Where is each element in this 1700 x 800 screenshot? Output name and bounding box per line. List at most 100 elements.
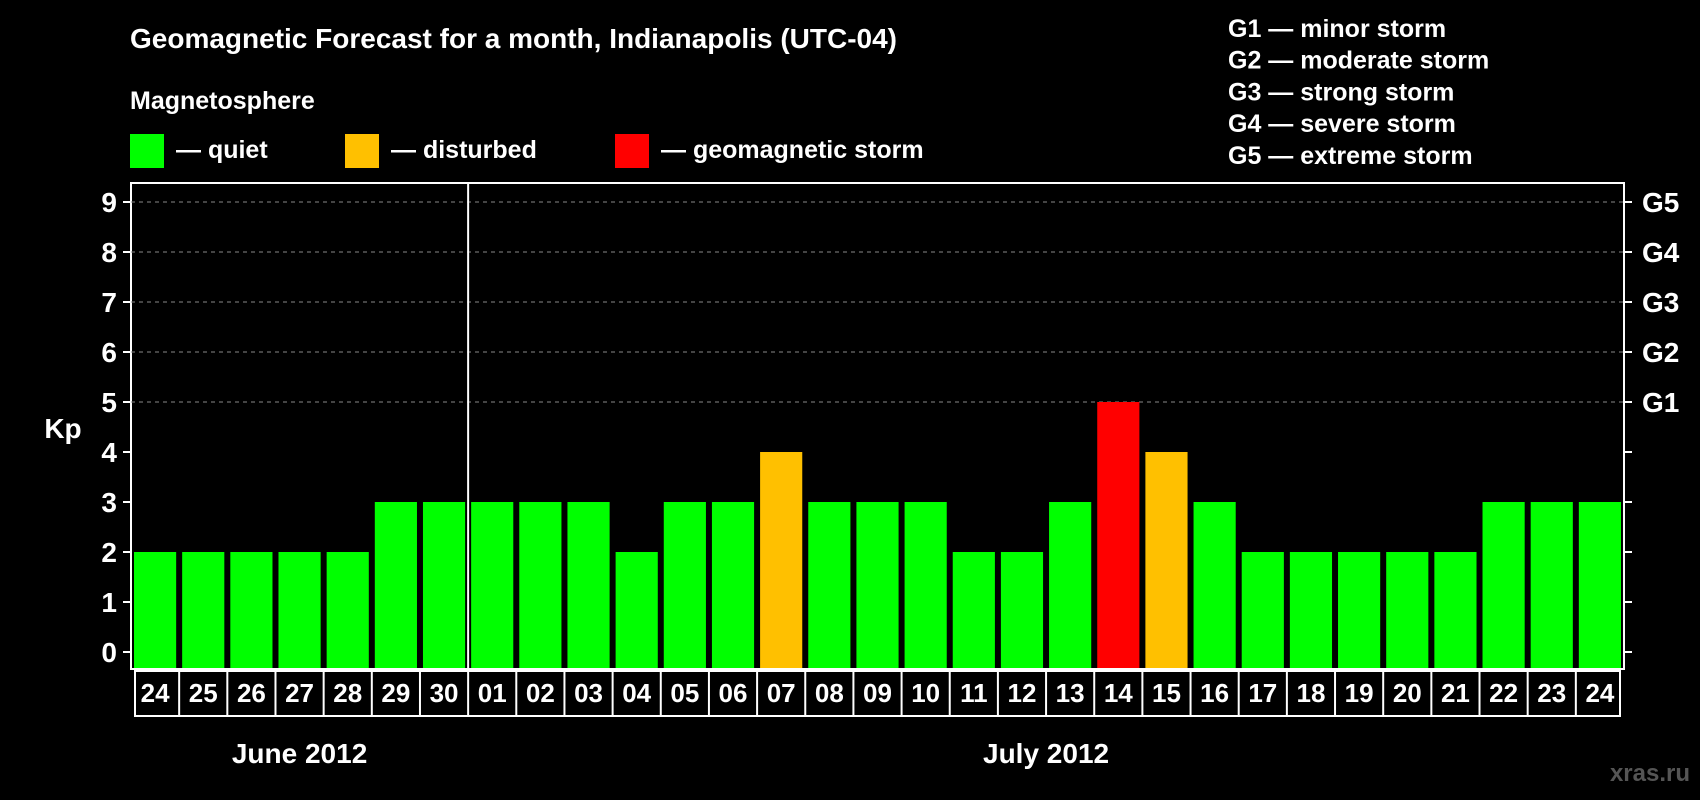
y-axis-label: Kp [44, 413, 81, 444]
bar-18 [1000, 552, 1044, 668]
date-label-28: 22 [1489, 678, 1518, 708]
bar-21 [1145, 452, 1188, 668]
bar-25 [1338, 552, 1381, 668]
date-label-9: 03 [574, 678, 603, 708]
date-label-6: 30 [430, 678, 459, 708]
bar-22 [1193, 502, 1236, 668]
date-label-1: 25 [189, 678, 218, 708]
bar-28 [1482, 502, 1525, 668]
date-label-17: 11 [960, 678, 988, 708]
storm-scale-item-4: G5 — extreme storm [1228, 142, 1473, 170]
date-label-14: 08 [815, 678, 844, 708]
y-tick-label-0: 0 [101, 637, 117, 668]
bar-27 [1434, 552, 1477, 668]
bar-9 [567, 502, 610, 668]
bar-14 [808, 502, 851, 668]
bar-20 [1097, 402, 1140, 668]
date-label-30: 24 [1585, 678, 1614, 708]
storm-scale-item-0: G1 — minor storm [1228, 15, 1446, 43]
bar-13 [760, 452, 803, 668]
y-tick-label-9: 9 [101, 187, 117, 218]
y-tick-label-8: 8 [101, 237, 117, 268]
right-tick-label-G5: G5 [1642, 187, 1679, 218]
legend-swatch-0 [130, 134, 164, 168]
bar-26 [1386, 552, 1429, 668]
bar-19 [1049, 502, 1092, 668]
storm-scale-item-1: G2 — moderate storm [1228, 47, 1489, 75]
date-label-3: 27 [285, 678, 314, 708]
date-label-23: 17 [1248, 678, 1277, 708]
y-tick-label-7: 7 [101, 287, 117, 318]
date-label-15: 09 [863, 678, 892, 708]
date-label-18: 12 [1008, 678, 1037, 708]
date-label-25: 19 [1345, 678, 1374, 708]
legend-label-0: — quiet [176, 136, 268, 164]
bar-16 [904, 502, 947, 668]
bar-0 [134, 552, 177, 668]
date-label-20: 14 [1104, 678, 1133, 708]
bar-4 [326, 552, 369, 668]
bar-5 [374, 502, 417, 668]
chart-title: Geomagnetic Forecast for a month, Indian… [130, 23, 897, 54]
storm-scale-item-2: G3 — strong storm [1228, 78, 1454, 106]
y-tick-label-3: 3 [101, 487, 117, 518]
legend-swatch-2 [615, 134, 649, 168]
date-label-4: 28 [333, 678, 362, 708]
legend-label-2: — geomagnetic storm [661, 136, 924, 164]
bar-11 [663, 502, 706, 668]
bar-15 [856, 502, 899, 668]
date-label-29: 23 [1537, 678, 1566, 708]
date-label-5: 29 [381, 678, 410, 708]
date-label-16: 10 [911, 678, 940, 708]
watermark: xras.ru [1610, 760, 1690, 787]
date-label-11: 05 [670, 678, 699, 708]
right-tick-label-G4: G4 [1642, 237, 1680, 268]
legend-swatch-1 [345, 134, 379, 168]
date-label-7: 01 [478, 678, 507, 708]
month-label-1: July 2012 [983, 738, 1109, 769]
date-label-13: 07 [767, 678, 796, 708]
y-tick-label-1: 1 [101, 587, 117, 618]
chart-subtitle: Magnetosphere [130, 87, 315, 115]
bar-29 [1530, 502, 1573, 668]
legend: — quiet — disturbed — geomagnetic storm [130, 134, 924, 168]
storm-scale-item-3: G4 — severe storm [1228, 110, 1456, 138]
bar-24 [1289, 552, 1333, 668]
bar-2 [230, 552, 273, 668]
bar-17 [952, 552, 995, 668]
date-label-2: 26 [237, 678, 266, 708]
bar-30 [1578, 502, 1621, 668]
right-tick-label-G3: G3 [1642, 287, 1679, 318]
date-label-12: 06 [719, 678, 748, 708]
date-label-8: 02 [526, 678, 555, 708]
date-label-22: 16 [1200, 678, 1229, 708]
date-label-10: 04 [622, 678, 651, 708]
date-label-0: 24 [141, 678, 170, 708]
bar-10 [615, 552, 658, 668]
bar-6 [422, 502, 466, 668]
bar-12 [711, 502, 755, 668]
y-tick-label-2: 2 [101, 537, 117, 568]
plot-frame [130, 182, 1625, 670]
y-tick-label-4: 4 [101, 437, 117, 468]
right-tick-label-G1: G1 [1642, 387, 1679, 418]
y-tick-label-5: 5 [101, 387, 117, 418]
date-label-26: 20 [1393, 678, 1422, 708]
bar-23 [1241, 552, 1284, 668]
date-label-19: 13 [1056, 678, 1085, 708]
bar-3 [278, 552, 321, 668]
date-label-24: 18 [1296, 678, 1325, 708]
bar-7 [471, 502, 514, 668]
bar-8 [519, 502, 562, 668]
y-tick-label-6: 6 [101, 337, 117, 368]
bar-1 [182, 552, 225, 668]
month-label-0: June 2012 [232, 738, 367, 769]
right-tick-label-G2: G2 [1642, 337, 1679, 368]
date-axis-frame [134, 670, 1621, 717]
date-label-27: 21 [1441, 678, 1470, 708]
date-label-21: 15 [1152, 678, 1181, 708]
storm-scale-legend: G1 — minor storm G2 — moderate storm G3 — … [1228, 15, 1489, 170]
legend-label-1: — disturbed [391, 136, 537, 164]
